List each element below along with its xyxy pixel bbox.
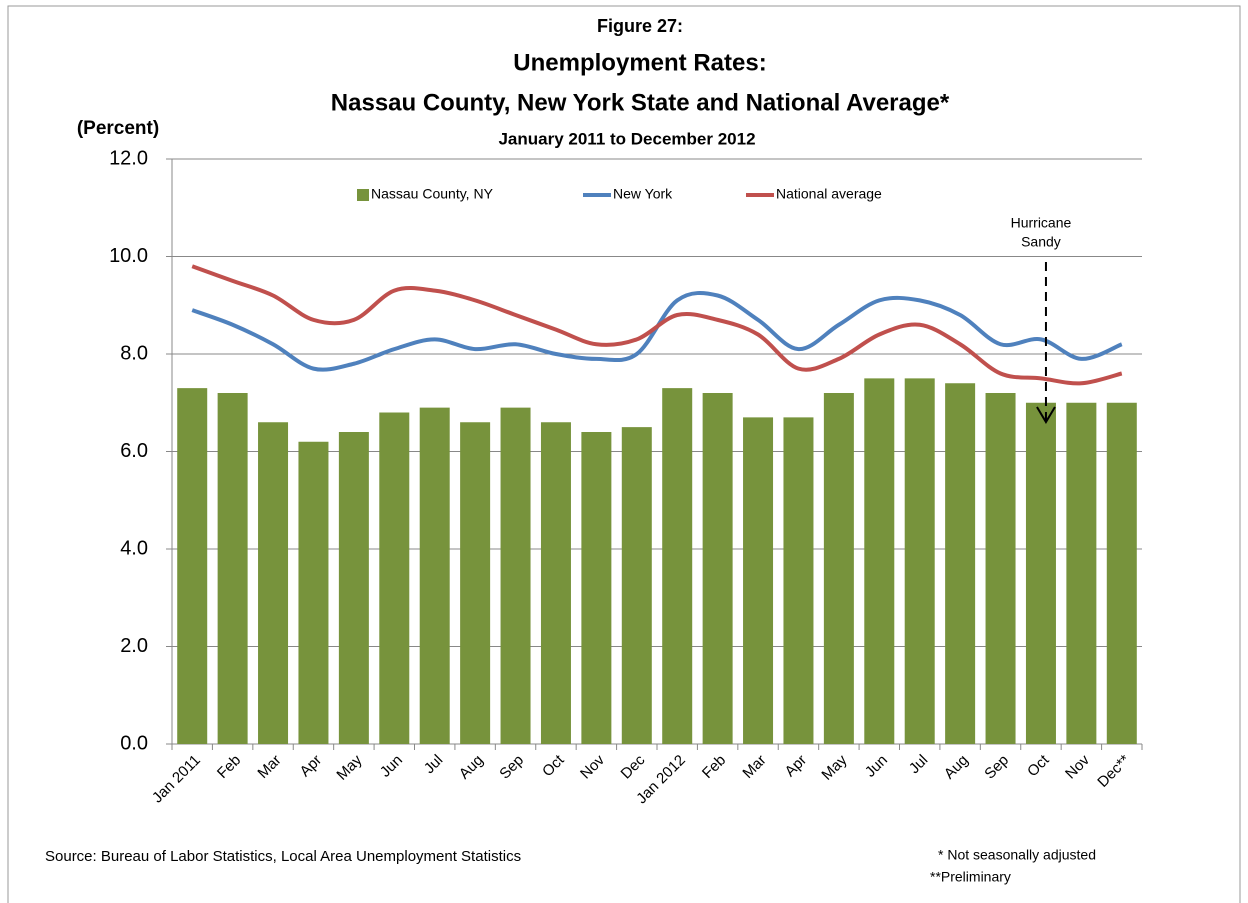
x-tick-label: Apr [782, 752, 811, 781]
bar [581, 432, 612, 744]
chart-title: Nassau County, New York State and Nation… [331, 89, 950, 116]
bar [298, 441, 329, 744]
note: * Not seasonally adjusted [938, 847, 1096, 863]
bar [460, 422, 491, 744]
chart-subtitle: January 2011 to December 2012 [498, 129, 755, 148]
y-tick-label: 0.0 [120, 732, 148, 754]
legend-label: Nassau County, NY [371, 186, 494, 202]
x-tick-label: Jun [377, 752, 406, 781]
y-tick-label: 8.0 [120, 342, 148, 364]
y-axis-label: (Percent) [77, 118, 159, 139]
legend-swatch [357, 189, 369, 201]
bar [864, 378, 895, 744]
bar [662, 388, 693, 744]
y-tick-label: 10.0 [109, 245, 148, 267]
bar [1066, 402, 1097, 744]
bar [702, 393, 733, 744]
bar [500, 407, 531, 744]
x-tick-label: May [818, 751, 850, 783]
line [191, 264, 1123, 386]
bar [379, 412, 410, 744]
bar [823, 393, 854, 744]
y-tick-label: 2.0 [120, 635, 148, 657]
x-tick-label: Oct [1024, 751, 1053, 780]
bar [419, 407, 450, 744]
bar [217, 393, 248, 744]
bar [1025, 402, 1056, 744]
bar [783, 417, 814, 744]
bar [985, 393, 1016, 744]
bar [540, 422, 571, 744]
bar [743, 417, 774, 744]
bar [945, 383, 976, 744]
x-tick-label: Jul [421, 752, 447, 778]
source: Source: Bureau of Labor Statistics, Loca… [45, 848, 521, 865]
x-tick-label: Oct [539, 751, 568, 780]
x-tick-label: Jun [862, 752, 891, 781]
chart-title: Unemployment Rates: [513, 49, 766, 76]
note: **Preliminary [930, 869, 1011, 885]
legend-label: National average [776, 186, 882, 202]
line [191, 291, 1123, 372]
x-tick-label: Aug [456, 752, 487, 783]
bar [177, 388, 208, 744]
x-tick-label: May [333, 751, 365, 783]
x-tick-label: Sep [981, 752, 1012, 783]
annotation-arrowhead [1036, 406, 1056, 424]
annotation: Sandy [1021, 234, 1061, 250]
y-tick-label: 6.0 [120, 440, 148, 462]
x-tick-label: Dec** [1094, 752, 1133, 791]
bar [258, 422, 289, 744]
legend-label: New York [613, 186, 673, 202]
x-tick-label: Feb [214, 752, 244, 782]
x-tick-label: Apr [297, 752, 326, 781]
y-tick-label: 4.0 [120, 537, 148, 559]
x-tick-label: Jan 2011 [149, 752, 204, 807]
annotation: Hurricane [1011, 215, 1072, 231]
x-tick-label: Mar [739, 752, 769, 782]
x-tick-label: Feb [699, 752, 729, 782]
y-tick-label: 12.0 [109, 147, 148, 169]
x-tick-label: Sep [496, 752, 527, 783]
x-tick-label: Nov [577, 751, 608, 782]
bar [1106, 402, 1137, 744]
x-tick-label: Jul [906, 752, 932, 778]
bar [904, 378, 935, 744]
chart-title: Figure 27: [597, 16, 683, 36]
x-tick-label: Aug [941, 752, 972, 783]
x-tick-label: Mar [254, 752, 284, 782]
x-tick-label: Dec [618, 751, 649, 782]
x-tick-label: Nov [1062, 751, 1093, 782]
bar [621, 427, 652, 744]
bar [338, 432, 369, 744]
frame [7, 5, 1241, 903]
